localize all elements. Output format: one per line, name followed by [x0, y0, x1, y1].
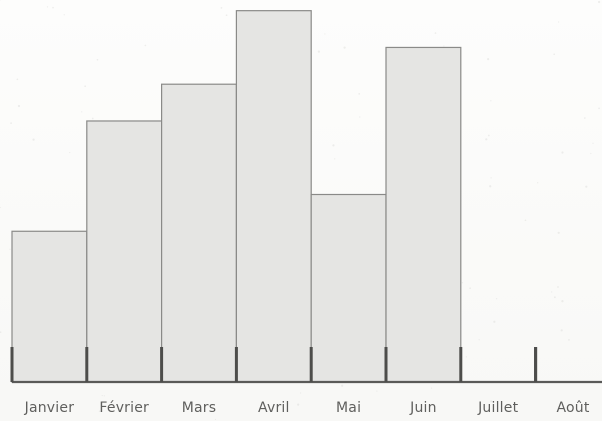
paper-speck — [220, 7, 223, 9]
paper-speck — [324, 33, 326, 35]
paper-speck — [490, 100, 492, 102]
paper-speck — [103, 395, 105, 397]
paper-speck — [469, 287, 471, 290]
paper-speck — [485, 138, 488, 141]
paper-speck — [585, 185, 588, 188]
tick-label-avril: Avril — [258, 400, 290, 416]
paper-speck — [45, 404, 48, 407]
bar-mars — [161, 83, 238, 383]
paper-speck — [592, 142, 594, 144]
x-axis-ticks — [10, 347, 538, 382]
paper-speck — [214, 418, 217, 421]
tick-label-janvier: Janvier — [24, 400, 75, 416]
paper-speck — [144, 44, 147, 47]
paper-speck — [597, 0, 601, 4]
paper-speck — [9, 248, 11, 250]
tick-label-février: Février — [99, 400, 149, 416]
paper-speck — [478, 339, 480, 341]
tick-label-août: Août — [556, 400, 589, 416]
paper-speck — [553, 53, 556, 56]
paper-speck — [332, 144, 335, 147]
paper-speck — [554, 296, 556, 299]
paper-speck — [430, 387, 433, 389]
paper-speck — [561, 300, 564, 303]
paper-speck — [32, 138, 35, 141]
paper-speck — [84, 85, 87, 88]
paper-speck — [558, 21, 560, 23]
paper-speck — [487, 58, 490, 61]
paper-speck — [598, 107, 600, 110]
paper-speck — [300, 392, 302, 394]
paper-speck — [551, 291, 553, 293]
paper-speck — [590, 152, 592, 155]
paper-speck — [297, 403, 300, 406]
paper-speck — [358, 92, 361, 95]
paper-speck — [17, 104, 21, 108]
paper-speck — [461, 282, 464, 284]
bar-juin — [385, 46, 462, 383]
paper-speck — [101, 394, 103, 397]
paper-speck — [10, 122, 12, 124]
paper-speck — [343, 46, 346, 49]
paper-speck — [493, 320, 496, 323]
paper-speck — [317, 50, 320, 53]
paper-speck — [16, 78, 19, 81]
tick-label-mai: Mai — [336, 400, 361, 416]
bar-février — [86, 120, 163, 383]
tick-label-juillet: Juillet — [477, 400, 518, 416]
paper-speck — [489, 185, 492, 188]
paper-speck — [568, 339, 570, 341]
paper-speck — [376, 390, 378, 392]
paper-speck — [98, 410, 101, 413]
bar-janvier — [11, 230, 88, 383]
bar-mai — [310, 193, 387, 383]
x-axis-tick-labels: Janvier Février Mars Avril Mai Juin Juillet Aoû… — [24, 400, 590, 416]
paper-speck — [0, 206, 1, 209]
paper-speck — [584, 117, 586, 119]
bars-layer — [11, 10, 462, 383]
paper-speck — [557, 231, 560, 234]
tick-label-mars: Mars — [182, 400, 217, 416]
paper-speck — [537, 182, 539, 184]
paper-speck — [560, 329, 563, 332]
paper-speck — [465, 356, 467, 358]
paper-speck — [524, 219, 527, 222]
paper-speck — [46, 6, 49, 8]
paper-speck — [81, 111, 83, 113]
paper-speck — [134, 402, 137, 404]
paper-speck — [557, 286, 559, 288]
tick-label-juin: Juin — [409, 400, 437, 416]
paper-speck — [91, 117, 94, 120]
paper-speck — [434, 32, 437, 34]
bar-avril — [235, 10, 312, 383]
paper-speck — [561, 151, 564, 154]
paper-speck — [443, 45, 445, 47]
paper-speck — [225, 14, 228, 17]
paper-speck — [490, 177, 492, 179]
paper-speck — [334, 158, 336, 160]
paper-speck — [490, 400, 493, 403]
paper-speck — [63, 14, 65, 16]
paper-speck — [69, 151, 71, 154]
paper-speck — [96, 58, 99, 61]
paper-speck — [52, 6, 54, 9]
paper-speck — [341, 384, 344, 387]
paper-speck — [359, 116, 361, 118]
paper-speck — [495, 298, 498, 300]
paper-speck — [0, 0, 1, 1]
paper-speck — [487, 134, 490, 137]
paper-speck — [0, 331, 2, 334]
